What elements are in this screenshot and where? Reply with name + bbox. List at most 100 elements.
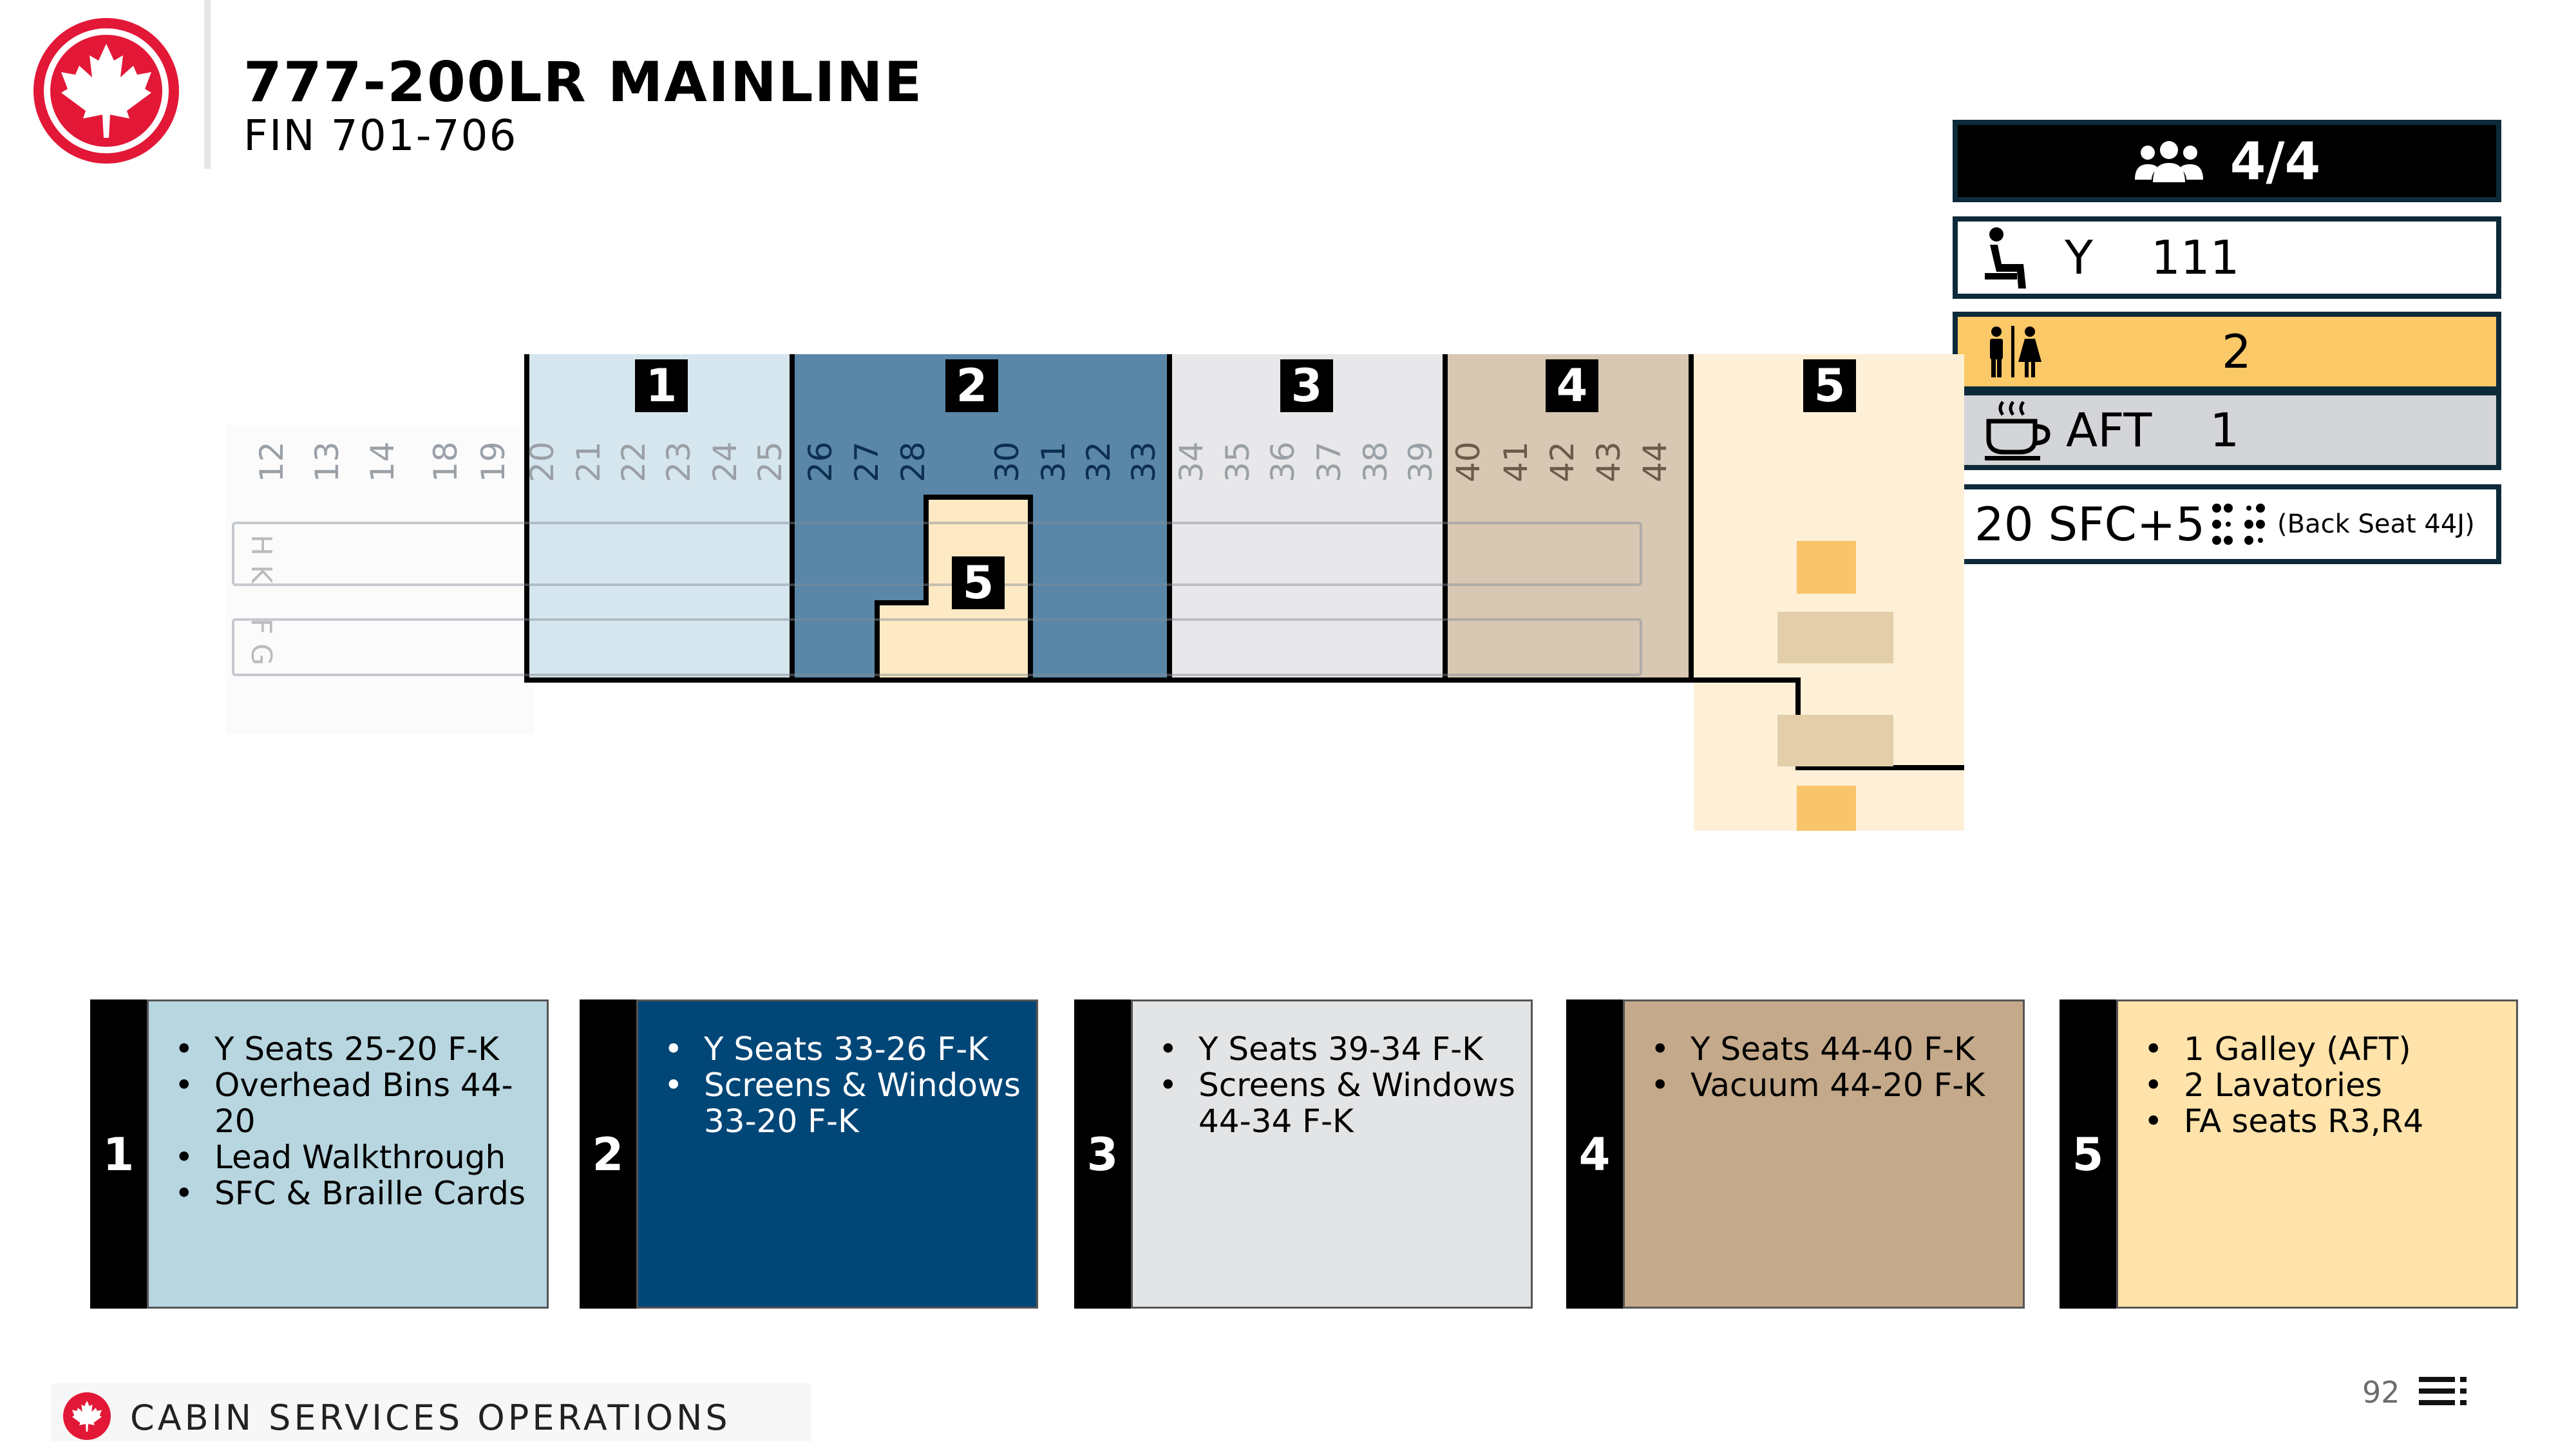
lavatory-icon-block bbox=[1797, 541, 1856, 594]
seat-block-upper bbox=[232, 522, 1642, 586]
row-18: 18 bbox=[427, 441, 464, 482]
row-25: 25 bbox=[752, 441, 789, 482]
lavatory-icon-block-2 bbox=[1797, 786, 1856, 831]
card-2-item: Screens & Windows 33-20 F-K bbox=[664, 1067, 1023, 1139]
coffee-cup-icon bbox=[1985, 401, 2050, 460]
sfc-count: 20 SFC+5 bbox=[1975, 497, 2206, 551]
boundary-line bbox=[524, 677, 1801, 683]
zone-5-label: 5 bbox=[1803, 359, 1856, 412]
footer-text: CABIN SERVICES OPERATIONS bbox=[130, 1397, 731, 1438]
lavatory-count: 2 bbox=[2222, 325, 2251, 379]
row-43: 43 bbox=[1590, 441, 1627, 482]
card-5-item: 1 Galley (AFT) bbox=[2144, 1031, 2503, 1067]
row-19: 19 bbox=[475, 441, 512, 482]
row-12: 12 bbox=[253, 441, 290, 482]
boundary-line-aft bbox=[1795, 765, 1964, 770]
row-40: 40 bbox=[1450, 441, 1487, 482]
crew-count-box: 4/4 bbox=[1953, 120, 2501, 202]
galley-icon-block-2 bbox=[1777, 715, 1893, 766]
seat-block-lower bbox=[232, 618, 1642, 676]
maple-leaf-icon bbox=[61, 44, 151, 138]
row-44: 44 bbox=[1636, 441, 1674, 482]
row-30: 30 bbox=[989, 441, 1026, 482]
card-1-item: Y Seats 25-20 F-K bbox=[175, 1031, 534, 1067]
seat-letters-bottom: F G bbox=[245, 618, 278, 666]
page-number: 92 bbox=[2362, 1375, 2400, 1410]
braille-icon bbox=[2212, 504, 2266, 545]
row-23: 23 bbox=[660, 441, 697, 482]
lavatory-box: 2 bbox=[1953, 312, 2501, 392]
card-5-item: FA seats R3,R4 bbox=[2144, 1103, 2503, 1139]
zone-5-insert-lower bbox=[875, 600, 929, 683]
y-class-label: Y bbox=[2065, 231, 2093, 285]
card-2-item: Y Seats 33-26 F-K bbox=[664, 1031, 1023, 1067]
row-13: 13 bbox=[308, 441, 346, 482]
row-24: 24 bbox=[706, 441, 744, 482]
row-34: 34 bbox=[1173, 441, 1210, 482]
zone-4-area bbox=[1443, 354, 1694, 683]
card-4-item: Vacuum 44-20 F-K bbox=[1651, 1067, 2010, 1103]
row-22: 22 bbox=[615, 441, 652, 482]
sfc-box: 20 SFC+5 (Back Seat 44J) bbox=[1953, 484, 2501, 564]
zone-3-label: 3 bbox=[1280, 359, 1333, 412]
people-group-icon bbox=[2134, 141, 2203, 182]
footer-background bbox=[52, 1383, 811, 1441]
zone-1-label: 1 bbox=[635, 359, 688, 412]
galley-icon-block bbox=[1777, 612, 1893, 663]
zone-card-3: 3 Y Seats 39-34 F-K Screens & Windows 44… bbox=[1074, 999, 1533, 1309]
row-39: 39 bbox=[1402, 441, 1439, 482]
card-1-item: SFC & Braille Cards bbox=[175, 1175, 534, 1211]
row-27: 27 bbox=[848, 441, 886, 482]
card-3-item: Screens & Windows 44-34 F-K bbox=[1159, 1067, 1518, 1139]
menu-icon[interactable] bbox=[2419, 1377, 2468, 1405]
restroom-icon bbox=[1990, 326, 2041, 377]
galley-count: 1 bbox=[2210, 403, 2240, 457]
y-class-box: Y 111 bbox=[1953, 216, 2501, 299]
zone-4-label: 4 bbox=[1546, 359, 1598, 412]
card-3-number: 3 bbox=[1086, 1128, 1119, 1181]
seat-map: 1 2 3 4 5 5 H K F G 12 13 14 18 19 20 21… bbox=[193, 348, 1964, 850]
row-35: 35 bbox=[1219, 441, 1256, 482]
row-26: 26 bbox=[802, 441, 839, 482]
row-33: 33 bbox=[1125, 441, 1162, 482]
header-divider bbox=[204, 0, 211, 169]
row-32: 32 bbox=[1080, 441, 1117, 482]
sfc-note: (Back Seat 44J) bbox=[2277, 509, 2475, 539]
card-5-number: 5 bbox=[2072, 1128, 2104, 1181]
row-36: 36 bbox=[1264, 441, 1302, 482]
crew-count: 4/4 bbox=[2230, 131, 2321, 191]
row-14: 14 bbox=[364, 441, 401, 482]
row-41: 41 bbox=[1497, 441, 1535, 482]
zone-card-5: 5 1 Galley (AFT) 2 Lavatories FA seats R… bbox=[2060, 999, 2518, 1309]
card-1-item: Overhead Bins 44-20 bbox=[175, 1067, 534, 1139]
galley-box: AFT 1 bbox=[1953, 390, 2501, 470]
row-28: 28 bbox=[895, 441, 932, 482]
card-4-number: 4 bbox=[1578, 1128, 1611, 1181]
zone-card-2: 2 Y Seats 33-26 F-K Screens & Windows 33… bbox=[580, 999, 1038, 1309]
card-3-item: Y Seats 39-34 F-K bbox=[1159, 1031, 1518, 1067]
seat-icon bbox=[1985, 227, 2026, 289]
card-1-number: 1 bbox=[102, 1128, 135, 1181]
zone-card-4: 4 Y Seats 44-40 F-K Vacuum 44-20 F-K bbox=[1566, 999, 2025, 1309]
row-42: 42 bbox=[1544, 441, 1581, 482]
zone-5-inner-label: 5 bbox=[952, 556, 1005, 609]
page-subtitle: FIN 701-706 bbox=[243, 111, 518, 160]
y-seat-count: 111 bbox=[2150, 231, 2240, 285]
row-38: 38 bbox=[1357, 441, 1394, 482]
galley-location: AFT bbox=[2066, 403, 2152, 457]
card-1-item: Lead Walkthrough bbox=[175, 1139, 534, 1175]
row-21: 21 bbox=[570, 441, 607, 482]
forward-section bbox=[225, 425, 535, 734]
maple-leaf-logo bbox=[33, 18, 179, 164]
card-4-item: Y Seats 44-40 F-K bbox=[1651, 1031, 2010, 1067]
maple-leaf-icon bbox=[72, 1401, 102, 1432]
page-title: 777-200LR MAINLINE bbox=[243, 50, 923, 115]
row-20: 20 bbox=[524, 441, 561, 482]
zone-card-1: 1 Y Seats 25-20 F-K Overhead Bins 44-20 … bbox=[90, 999, 549, 1309]
card-5-item: 2 Lavatories bbox=[2144, 1067, 2503, 1103]
row-37: 37 bbox=[1311, 441, 1348, 482]
seat-letters-top: H K bbox=[245, 535, 278, 583]
zone-2-label: 2 bbox=[945, 359, 998, 412]
footer-logo bbox=[63, 1392, 111, 1440]
card-2-number: 2 bbox=[592, 1128, 624, 1181]
